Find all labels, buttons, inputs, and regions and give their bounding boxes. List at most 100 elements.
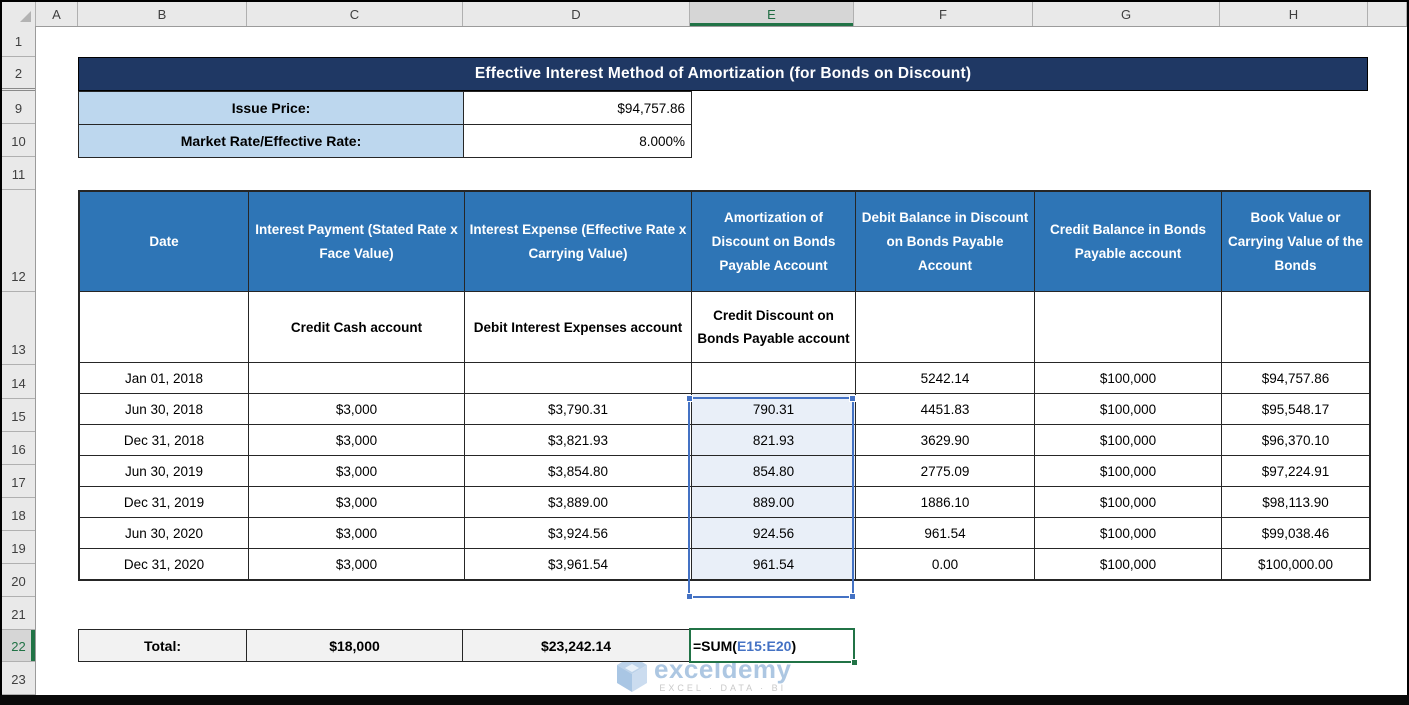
cell-H20[interactable]: $100,000.00 <box>1221 548 1370 580</box>
cell-F14[interactable]: 5242.14 <box>855 362 1035 394</box>
cell-G20[interactable]: $100,000 <box>1034 548 1222 580</box>
column-header-E[interactable]: E <box>690 2 854 26</box>
active-cell-formula[interactable]: =SUM(E15:E20) <box>689 628 858 666</box>
cell-F13[interactable] <box>855 291 1035 363</box>
cell-B15[interactable]: Jun 30, 2018 <box>79 393 249 425</box>
cell-E20[interactable]: 961.54 <box>691 548 856 580</box>
cell-G12[interactable]: Credit Balance in Bonds Payable account <box>1034 191 1222 292</box>
row-header-12[interactable]: 12 <box>2 190 35 292</box>
cell-G14[interactable]: $100,000 <box>1034 362 1222 394</box>
cell-H19[interactable]: $99,038.46 <box>1221 517 1370 549</box>
cell-F17[interactable]: 2775.09 <box>855 455 1035 487</box>
cell-B20[interactable]: Dec 31, 2020 <box>79 548 249 580</box>
row-header-18[interactable]: 18 <box>2 498 35 531</box>
cell-G16[interactable]: $100,000 <box>1034 424 1222 456</box>
total-interest-expense[interactable]: $23,242.14 <box>540 637 612 654</box>
total-label[interactable]: Total: <box>79 630 247 661</box>
cell-D20[interactable]: $3,961.54 <box>464 548 692 580</box>
issue-price-label[interactable]: Issue Price: <box>79 92 464 124</box>
cell-F16[interactable]: 3629.90 <box>855 424 1035 456</box>
cell-C17[interactable]: $3,000 <box>248 455 465 487</box>
cell-F19[interactable]: 961.54 <box>855 517 1035 549</box>
worksheet-title[interactable]: Effective Interest Method of Amortizatio… <box>78 57 1368 91</box>
cell-G18[interactable]: $100,000 <box>1034 486 1222 518</box>
fill-handle[interactable] <box>851 659 858 666</box>
column-header-A[interactable]: A <box>36 2 78 26</box>
cell-G19[interactable]: $100,000 <box>1034 517 1222 549</box>
cell-D19[interactable]: $3,924.56 <box>464 517 692 549</box>
row-header-22[interactable]: 22 <box>2 630 35 662</box>
row-header-13[interactable]: 13 <box>2 292 35 365</box>
cell-B16[interactable]: Dec 31, 2018 <box>79 424 249 456</box>
cell-D14[interactable] <box>464 362 692 394</box>
cell-E12[interactable]: Amortization of Discount on Bonds Payabl… <box>691 191 856 292</box>
cell-B17[interactable]: Jun 30, 2019 <box>79 455 249 487</box>
cell-E18[interactable]: 889.00 <box>691 486 856 518</box>
row-header-23[interactable]: 23 <box>2 662 35 695</box>
cell-F15[interactable]: 4451.83 <box>855 393 1035 425</box>
cell-G13[interactable] <box>1034 291 1222 363</box>
row-header-20[interactable]: 20 <box>2 564 35 597</box>
cell-E16[interactable]: 821.93 <box>691 424 856 456</box>
range-handle-icon[interactable] <box>849 593 856 600</box>
cell-E13[interactable]: Credit Discount on Bonds Payable account <box>691 291 856 363</box>
cell-B14[interactable]: Jan 01, 2018 <box>79 362 249 394</box>
column-header-C[interactable]: C <box>247 2 463 26</box>
column-header-F[interactable]: F <box>854 2 1033 26</box>
cell-E15[interactable]: 790.31 <box>691 393 856 425</box>
cell-D16[interactable]: $3,821.93 <box>464 424 692 456</box>
select-all-corner[interactable] <box>2 2 36 26</box>
row-header-2[interactable]: 2 <box>2 57 35 91</box>
cell-D15[interactable]: $3,790.31 <box>464 393 692 425</box>
cell-B18[interactable]: Dec 31, 2019 <box>79 486 249 518</box>
market-rate-value[interactable]: 8.000% <box>639 133 685 149</box>
row-header-15[interactable]: 15 <box>2 399 35 432</box>
cell-H14[interactable]: $94,757.86 <box>1221 362 1370 394</box>
cell-F20[interactable]: 0.00 <box>855 548 1035 580</box>
cell-G17[interactable]: $100,000 <box>1034 455 1222 487</box>
cell-F12[interactable]: Debit Balance in Discount on Bonds Payab… <box>855 191 1035 292</box>
cell-F18[interactable]: 1886.10 <box>855 486 1035 518</box>
cell-H17[interactable]: $97,224.91 <box>1221 455 1370 487</box>
cell-E14[interactable] <box>691 362 856 394</box>
total-interest-payment[interactable]: $18,000 <box>247 630 463 661</box>
cell-C13[interactable]: Credit Cash account <box>248 291 465 363</box>
cell-D13[interactable]: Debit Interest Expenses account <box>464 291 692 363</box>
row-header-19[interactable]: 19 <box>2 531 35 564</box>
column-header-B[interactable]: B <box>78 2 247 26</box>
market-rate-label[interactable]: Market Rate/Effective Rate: <box>79 125 464 157</box>
row-header-10[interactable]: 10 <box>2 124 35 157</box>
row-header-17[interactable]: 17 <box>2 465 35 498</box>
column-header-G[interactable]: G <box>1033 2 1220 26</box>
cell-E17[interactable]: 854.80 <box>691 455 856 487</box>
cell-C20[interactable]: $3,000 <box>248 548 465 580</box>
cell-C18[interactable]: $3,000 <box>248 486 465 518</box>
row-header-11[interactable]: 11 <box>2 157 35 190</box>
cell-C15[interactable]: $3,000 <box>248 393 465 425</box>
cell-C14[interactable] <box>248 362 465 394</box>
column-header-H[interactable]: H <box>1220 2 1368 26</box>
cell-D18[interactable]: $3,889.00 <box>464 486 692 518</box>
cell-H13[interactable] <box>1221 291 1370 363</box>
cell-B12[interactable]: Date <box>79 191 249 292</box>
cell-G15[interactable]: $100,000 <box>1034 393 1222 425</box>
row-header-1[interactable]: 1 <box>2 26 35 57</box>
cell-H16[interactable]: $96,370.10 <box>1221 424 1370 456</box>
cell-D12[interactable]: Interest Expense (Effective Rate x Carry… <box>464 191 692 292</box>
cell-E19[interactable]: 924.56 <box>691 517 856 549</box>
cell-C19[interactable]: $3,000 <box>248 517 465 549</box>
range-handle-icon[interactable] <box>686 593 693 600</box>
cell-B19[interactable]: Jun 30, 2020 <box>79 517 249 549</box>
cell-H15[interactable]: $95,548.17 <box>1221 393 1370 425</box>
row-header-16[interactable]: 16 <box>2 432 35 465</box>
column-header-D[interactable]: D <box>463 2 690 26</box>
row-header-14[interactable]: 14 <box>2 365 35 399</box>
row-header-9[interactable]: 9 <box>2 91 35 124</box>
cell-C12[interactable]: Interest Payment (Stated Rate x Face Val… <box>248 191 465 292</box>
issue-price-value[interactable]: $94,757.86 <box>617 100 685 116</box>
cell-D17[interactable]: $3,854.80 <box>464 455 692 487</box>
cell-H18[interactable]: $98,113.90 <box>1221 486 1370 518</box>
cell-B13[interactable] <box>79 291 249 363</box>
cell-H12[interactable]: Book Value or Carrying Value of the Bond… <box>1221 191 1370 292</box>
row-header-21[interactable]: 21 <box>2 597 35 630</box>
